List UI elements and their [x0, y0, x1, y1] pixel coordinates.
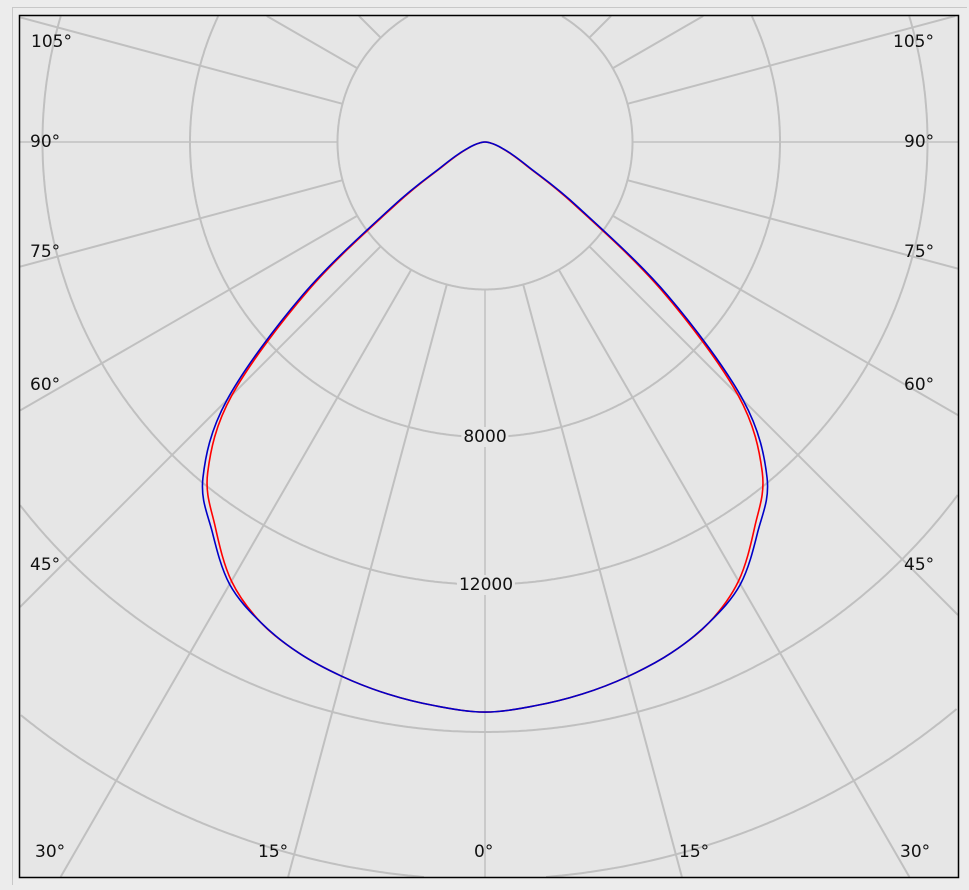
chart-panel — [12, 7, 967, 885]
grid-spoke — [20, 179, 343, 268]
grid-spoke — [588, 16, 612, 39]
grid-spoke — [627, 16, 956, 105]
grid-spoke — [20, 16, 343, 105]
radial-tick-label: 8000 — [461, 427, 509, 447]
grid-ring — [41, 16, 929, 586]
angle-label: 90° — [904, 132, 935, 152]
grid-ring — [189, 16, 781, 438]
angle-label: 15° — [258, 842, 289, 862]
plot-frame — [18, 14, 960, 879]
grid-spoke — [59, 269, 413, 877]
grid-spoke — [557, 269, 911, 877]
grid-spoke — [612, 16, 704, 70]
polar-grid — [20, 16, 958, 877]
angle-label: 75° — [904, 242, 935, 262]
angle-label: 105° — [893, 32, 934, 52]
curves — [201, 141, 769, 713]
angle-label: 0° — [474, 842, 494, 862]
grid-spoke — [266, 16, 358, 70]
angle-label: 45° — [904, 555, 935, 575]
angle-label: 60° — [30, 375, 61, 395]
grid-spoke — [627, 179, 958, 270]
grid-ring — [20, 708, 958, 877]
grid-ring — [336, 16, 634, 291]
angle-label: 15° — [679, 842, 710, 862]
angle-label: 45° — [30, 555, 61, 575]
grid-spoke — [20, 214, 358, 412]
grid-ring — [20, 494, 958, 733]
angle-label: 60° — [904, 375, 935, 395]
angle-label: 30° — [35, 842, 66, 862]
angle-label: 90° — [30, 132, 61, 152]
grid-spoke — [20, 245, 382, 608]
grid-spoke — [358, 16, 382, 39]
grid-spoke — [287, 284, 448, 877]
grid-spoke — [522, 284, 683, 877]
radial-tick-label: 12000 — [456, 575, 516, 595]
grid-spoke — [588, 245, 958, 616]
angle-label: 105° — [31, 32, 72, 52]
angle-label: 75° — [30, 242, 61, 262]
grid-spoke — [612, 214, 958, 416]
angle-label: 30° — [900, 842, 931, 862]
intensity-curve-2 — [201, 141, 769, 713]
